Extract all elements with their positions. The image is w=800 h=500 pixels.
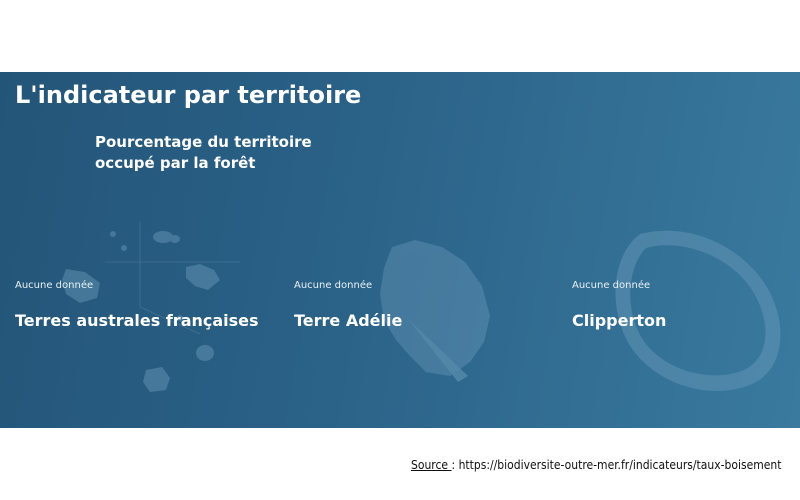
territory-status: Aucune donnée	[15, 280, 94, 291]
indicator-subtitle: Pourcentage du territoire occupé par la …	[95, 132, 355, 174]
clipperton-map-icon	[615, 230, 781, 392]
terre-adelie-map-icon	[380, 240, 490, 382]
territory-name: Terres australes françaises	[15, 311, 259, 330]
source-url[interactable]: https://biodiversite-outre-mer.fr/indica…	[458, 458, 782, 472]
territory-name: Clipperton	[572, 311, 667, 330]
territory-status: Aucune donnée	[572, 280, 651, 291]
source-separator: :	[451, 458, 456, 472]
territory-card-clipperton[interactable]: Aucune donnée Clipperton	[572, 280, 800, 330]
territory-maps-background	[62, 222, 781, 392]
territory-status: Aucune donnée	[294, 280, 373, 291]
source-citation: Source : https://biodiversite-outre-mer.…	[411, 458, 781, 472]
territory-indicator-panel: L'indicateur par territoire Pourcentage …	[0, 72, 800, 428]
territory-card-terre-adelie[interactable]: Aucune donnée Terre Adélie	[294, 280, 554, 330]
subtitle-line-2: occupé par la forêt	[95, 154, 256, 172]
terres-australes-grid-lines	[105, 222, 240, 335]
subtitle-line-1: Pourcentage du territoire	[95, 133, 312, 151]
source-label: Source	[411, 458, 452, 472]
terres-australes-map-icon	[62, 231, 220, 392]
page-title: L'indicateur par territoire	[15, 81, 362, 109]
territory-card-terres-australes[interactable]: Aucune donnée Terres australes française…	[15, 280, 275, 330]
territory-name: Terre Adélie	[294, 311, 403, 330]
